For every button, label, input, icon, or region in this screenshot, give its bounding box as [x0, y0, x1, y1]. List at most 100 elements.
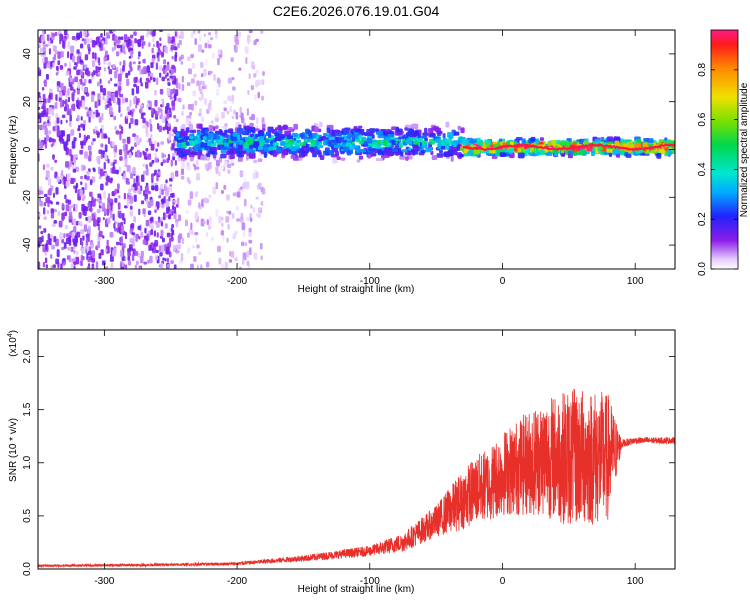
- spectrogram-cell: [76, 32, 81, 40]
- spectrogram-cell: [79, 149, 84, 155]
- spectrogram-cell: [38, 236, 43, 244]
- spectrogram-cell: [260, 255, 263, 261]
- spectrogram-cell: [149, 124, 153, 132]
- spectrogram-cell: [130, 146, 134, 150]
- spectrogram-cell: [622, 143, 628, 148]
- spectrogram-cell: [308, 144, 315, 148]
- spectrogram-cell: [48, 137, 52, 143]
- spectrogram-cell: [81, 247, 85, 254]
- spectrogram-cell: [84, 151, 88, 159]
- spectrogram-cell: [258, 141, 265, 146]
- spectrogram-cell: [211, 53, 215, 59]
- spectrogram-cell: [71, 140, 76, 149]
- spectrogram-cell: [89, 191, 93, 197]
- spectrogram-cell: [127, 70, 131, 76]
- spectrogram-cell: [159, 88, 164, 95]
- spectrogram-cell: [124, 264, 128, 269]
- colorbar-tick-label: 0.8: [697, 62, 708, 76]
- spectrogram-cell: [70, 177, 74, 185]
- spectrogram-cell: [279, 141, 285, 146]
- spectrogram-cell: [201, 198, 204, 207]
- spectrogram-cell: [136, 181, 140, 187]
- spectrogram-cell: [204, 98, 207, 105]
- spectrogram-cell: [239, 106, 243, 114]
- spectrogram-cell: [166, 232, 171, 238]
- spectrogram-cell: [202, 80, 205, 87]
- spectrogram-cell: [166, 64, 170, 72]
- spectrogram-cell: [213, 133, 218, 138]
- spectrogram-cell: [145, 148, 149, 152]
- spectrogram-cell: [45, 73, 49, 80]
- spectrogram-cell: [150, 133, 153, 140]
- spectrogram-cell: [61, 114, 66, 119]
- spectrogram-cell: [287, 127, 293, 131]
- spectrogram-cell: [118, 105, 121, 113]
- spectrogram-cell: [594, 138, 601, 144]
- spectrogram-cell: [171, 143, 175, 150]
- spectrogram-cell: [157, 122, 160, 130]
- spectrogram-cell: [92, 218, 97, 227]
- spectrogram-cell: [159, 187, 162, 196]
- spectrogram-cell: [97, 66, 102, 71]
- spectrogram-cell: [189, 123, 193, 130]
- spectrogram-cell: [208, 162, 212, 170]
- spectrogram-cell: [50, 254, 53, 259]
- spectrogram-cell: [116, 44, 121, 49]
- spectrogram-cell: [243, 198, 247, 207]
- spectrogram-cell: [233, 137, 237, 141]
- spectrogram-cell: [70, 129, 75, 136]
- spectrogram-cell: [84, 182, 88, 191]
- spectrogram-cell: [133, 177, 136, 184]
- spectrogram-cell: [65, 161, 70, 168]
- spectrogram-cell: [166, 257, 170, 263]
- spectrogram-cell: [242, 122, 247, 126]
- spectrogram-cell: [152, 37, 155, 43]
- spectrogram-cell: [72, 155, 77, 163]
- spectrogram-cell: [160, 98, 164, 103]
- x-tick-label: 0: [500, 276, 506, 287]
- spectrogram-cell: [207, 224, 212, 230]
- spectrogram-cell: [398, 136, 405, 140]
- spectrogram-cell: [151, 222, 154, 229]
- spectrogram-cell: [140, 35, 145, 41]
- spectrogram-cell: [139, 104, 144, 108]
- spectrogram-cell: [73, 62, 78, 66]
- spectrogram-cell: [161, 237, 165, 243]
- spectrogram-cell: [247, 89, 250, 95]
- spectrogram-cell: [51, 223, 56, 227]
- spectrogram-cell: [98, 116, 102, 123]
- spectrogram-cell: [58, 135, 63, 142]
- spectrogram-cell: [209, 216, 212, 224]
- spectrogram-cell: [166, 87, 171, 96]
- spectrogram-cell: [167, 206, 170, 212]
- spectrogram-cell: [614, 148, 621, 155]
- spectrogram-cell: [473, 149, 480, 155]
- spectrogram-cell: [181, 162, 186, 170]
- spectrogram-cell: [140, 200, 145, 205]
- spectrogram-cell: [217, 49, 222, 55]
- spectrogram-cell: [208, 32, 211, 36]
- spectrogram-cell: [152, 30, 156, 37]
- spectrogram-cell: [215, 125, 219, 130]
- spectrogram-cell: [55, 124, 58, 132]
- spectrogram-cell: [145, 182, 149, 187]
- spectrogram-cell: [217, 245, 222, 253]
- spectrogram-cell: [73, 177, 76, 183]
- spectrogram-cell: [173, 93, 177, 102]
- spectrogram-cell: [143, 58, 146, 64]
- spectrogram-cell: [46, 196, 51, 203]
- spectrogram-cell: [167, 36, 172, 44]
- spectrogram-cell: [174, 54, 177, 62]
- spectrogram-cell: [47, 119, 50, 124]
- spectrogram-cell: [187, 232, 190, 238]
- spectrogram-cell: [239, 170, 244, 178]
- spectrogram-cell: [135, 233, 139, 239]
- spectrogram-cell: [212, 153, 217, 159]
- spectrogram-cell: [232, 192, 237, 197]
- spectrogram-cell: [254, 128, 260, 132]
- spectrogram-cell: [161, 188, 164, 195]
- spectrogram-cell: [96, 100, 99, 108]
- spectrogram-cell: [63, 85, 67, 93]
- spectrogram-cell: [134, 250, 139, 256]
- spectrogram-cell: [129, 34, 134, 39]
